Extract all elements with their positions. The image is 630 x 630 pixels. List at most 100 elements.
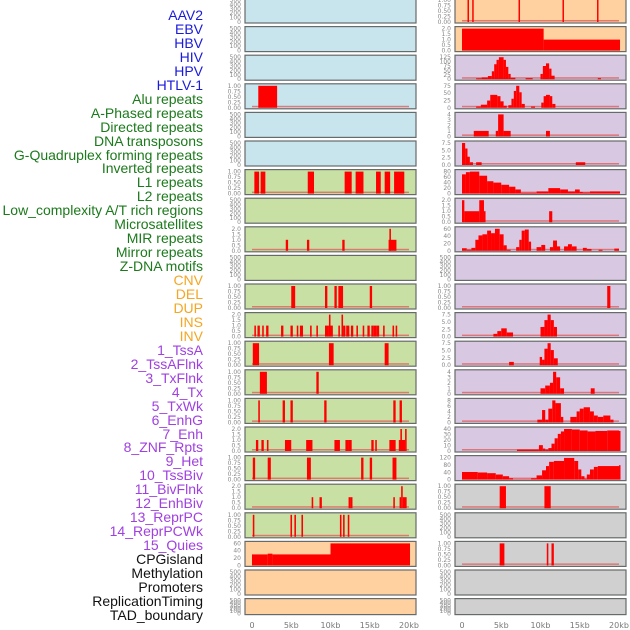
left-panel-bg — [244, 426, 417, 453]
track-label: 13_ReprPC — [129, 509, 203, 526]
signal-bar — [516, 449, 539, 451]
y-tick-label: 100 — [440, 272, 452, 279]
signal-bar — [361, 457, 364, 480]
signal-bar — [316, 371, 319, 394]
signal-bar — [545, 63, 550, 80]
signal-bar — [567, 244, 572, 251]
signal-bar — [325, 325, 329, 337]
signal-bar — [467, 156, 470, 165]
y-tick-label: 200 — [230, 125, 242, 132]
signal-bar — [510, 77, 516, 80]
y-tick-label: 0.50 — [228, 294, 242, 301]
signal-bar — [503, 245, 507, 251]
y-tick-label: 0.00 — [228, 419, 242, 426]
x-tick-label: 20kb — [399, 621, 419, 630]
signal-bar — [272, 554, 331, 566]
y-tick-label: 0 — [237, 48, 241, 55]
y-tick-label: 0.00 — [228, 534, 242, 541]
left-panel-bg — [244, 197, 417, 224]
signal-bar — [575, 162, 586, 165]
signal-bar — [479, 175, 488, 194]
y-tick-label: 0.50 — [438, 294, 452, 301]
signal-bar — [494, 228, 500, 251]
track-label: CPGisland — [136, 551, 203, 568]
y-tick-label: 200 — [440, 525, 452, 532]
y-tick-label: 0.25 — [438, 500, 452, 507]
y-tick-label: 50 — [443, 90, 451, 97]
left-panel-bg — [244, 597, 417, 616]
signal-bar — [501, 184, 510, 194]
signal-bar — [521, 230, 525, 251]
y-tick-label: 400 — [440, 573, 452, 580]
signal-bar — [548, 448, 552, 451]
y-tick-label: 0 — [447, 611, 451, 618]
y-tick-label: 500 — [230, 54, 242, 61]
track-baseline — [462, 563, 619, 565]
y-tick-label: 0.25 — [228, 185, 242, 192]
y-tick-label: 4 — [447, 408, 451, 415]
signal-bar — [593, 466, 598, 480]
y-tick-label: 1.00 — [228, 397, 242, 404]
y-tick-label: 0 — [447, 534, 451, 541]
track-baseline — [252, 506, 409, 508]
y-tick-label: 500 — [230, 598, 242, 605]
y-tick-label: 0.5 — [441, 214, 451, 221]
y-tick-label: 100 — [230, 608, 242, 615]
signal-bar — [487, 76, 492, 80]
track-label: HIV — [179, 48, 203, 65]
signal-bar — [462, 143, 466, 165]
signal-bar — [306, 440, 313, 451]
track-label: EBV — [174, 20, 203, 37]
signal-bar — [543, 96, 546, 108]
signal-bar — [540, 73, 543, 80]
y-tick-label: 1.0 — [441, 37, 451, 44]
signal-bar — [549, 461, 554, 480]
signal-bar — [587, 431, 596, 451]
y-tick-label: 100 — [440, 59, 452, 66]
track-label: 14_ReprPCWk — [109, 523, 203, 540]
signal-bar — [578, 469, 582, 480]
y-tick-label: 0.00 — [228, 362, 242, 369]
signal-bar — [544, 486, 551, 509]
y-tick-label: 20 — [443, 240, 451, 247]
y-tick-label: 100 — [230, 215, 242, 222]
track-label: HBV — [174, 34, 203, 51]
track-label: 3_TxFlnk — [145, 369, 203, 386]
signal-bar — [259, 371, 267, 394]
y-tick-label: 0.50 — [228, 466, 242, 473]
signal-bar — [542, 470, 546, 480]
y-tick-label: 100 — [440, 608, 452, 615]
signal-bar — [257, 325, 260, 337]
signal-bar — [487, 181, 494, 194]
signal-bar — [603, 415, 611, 423]
signal-bar — [531, 106, 536, 108]
y-tick-label: 300 — [230, 63, 242, 70]
signal-bar — [311, 497, 314, 509]
signal-bar — [384, 171, 391, 194]
signal-bar — [369, 457, 373, 480]
signal-bar — [401, 440, 406, 451]
signal-bar — [469, 162, 473, 165]
y-tick-label: 4 — [447, 111, 451, 118]
y-tick-label: 0 — [237, 219, 241, 226]
signal-bar — [545, 449, 549, 451]
signal-bar — [509, 478, 514, 480]
y-tick-label: 1.00 — [438, 483, 452, 490]
signal-bar — [556, 246, 561, 251]
signal-bar — [545, 466, 550, 480]
y-tick-label: 0.00 — [228, 477, 242, 484]
signal-bar — [503, 105, 507, 108]
track-label: 10_TssBiv — [139, 467, 203, 484]
y-tick-label: 0.75 — [228, 346, 242, 353]
track-label: G-Quadruplex forming repeats — [13, 146, 203, 163]
signal-bar — [553, 240, 557, 251]
y-tick-label: 0.50 — [228, 94, 242, 101]
y-tick-label: 400 — [230, 202, 242, 209]
y-tick-label: 300 — [230, 120, 242, 127]
y-tick-label: 0.75 — [228, 289, 242, 296]
y-tick-label: 300 — [230, 34, 242, 41]
signal-bar — [516, 247, 520, 251]
signal-bar — [319, 497, 322, 509]
y-tick-label: 7.5 — [441, 340, 451, 347]
